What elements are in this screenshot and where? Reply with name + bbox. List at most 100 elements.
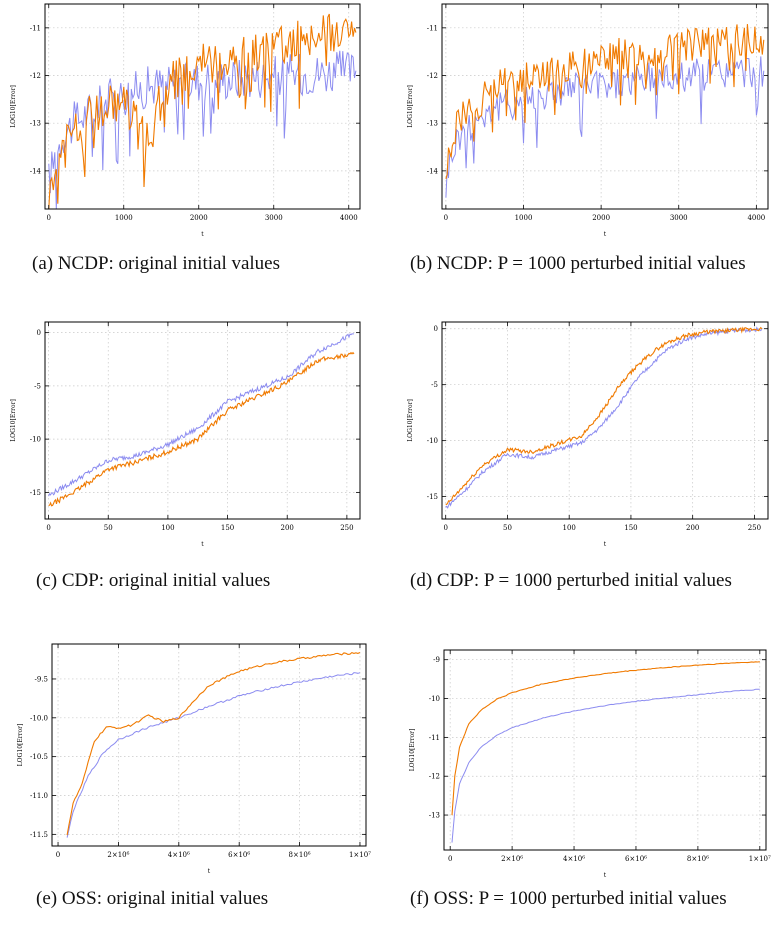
x-tick-label: 2000 [592, 214, 610, 222]
series-line-blue [48, 333, 355, 497]
y-tick-label: -12 [427, 72, 438, 80]
figure-c: 0 50 100 150 200 250 -15 -10 -5 0 t LOG10[Error] [0, 318, 361, 618]
x-tick-label: 50 [104, 524, 113, 532]
chart-f: 0 2×10⁶ 4×10⁶ 6×10⁶ 8×10⁶ 1×10⁷ -13 -12 -11 -10 -9… [409, 649, 771, 879]
series-line-orange [48, 351, 355, 507]
x-tick-label: 200 [686, 524, 699, 532]
y-tick-label: -10 [30, 436, 41, 444]
figure-e: 0 2×10⁶ 4×10⁶ 6×10⁶ 8×10⁶ 1×10⁷ -11.5 -11.0 -10.… [0, 640, 371, 940]
figure-d: 0 50 100 150 200 250 -15 -10 -5 0 t LOG10[Error] [398, 318, 769, 618]
x-tick-label: 6×10⁶ [625, 855, 647, 863]
series-line-blue [445, 326, 763, 509]
y-axis-label: LOG10[Error] [17, 724, 24, 767]
plot-frame [44, 3, 361, 210]
x-tick-label: 4000 [747, 214, 765, 222]
y-tick-label: -5 [34, 382, 41, 390]
y-tick-label: -13 [427, 120, 438, 128]
x-tick-label: 250 [340, 524, 353, 532]
y-axis-label: LOG10[Error] [409, 729, 416, 772]
x-tick-label: 0 [444, 214, 448, 222]
y-tick-label: -9.5 [35, 675, 49, 683]
y-axis-label: LOG10[Error] [407, 85, 414, 128]
y-tick-label: -10.0 [30, 714, 48, 722]
x-tick-label: 0 [46, 524, 50, 532]
y-tick-label: -12 [30, 72, 41, 80]
x-axis-label: t [604, 541, 607, 548]
y-tick-label: -13 [429, 812, 440, 820]
x-axis-label: t [208, 868, 211, 875]
x-tick-label: 4×10⁶ [563, 855, 585, 863]
y-tick-label: -10.5 [30, 753, 48, 761]
y-axis-label: LOG10[Error] [407, 399, 414, 442]
figure-b: 0 1000 2000 3000 4000 -14 -13 -12 -11 t LOG10[Erro… [398, 0, 769, 300]
x-tick-label: 0 [448, 855, 452, 863]
caption-a: (a) NCDP: original initial values [32, 253, 281, 274]
chart-d: 0 50 100 150 200 250 -15 -10 -5 0 t LOG10[Error] [407, 321, 769, 548]
caption-b: (b) NCDP: P = 1000 perturbed initial val… [410, 253, 746, 274]
x-tick-label: 250 [748, 524, 761, 532]
chart-b: 0 1000 2000 3000 4000 -14 -13 -12 -11 t LOG10[Erro… [407, 3, 769, 238]
y-tick-label: -12 [429, 773, 440, 781]
y-tick-label: -11.0 [30, 792, 48, 800]
y-tick-label: -11 [30, 24, 41, 32]
x-tick-label: 4×10⁶ [168, 851, 190, 859]
x-tick-label: 100 [563, 524, 576, 532]
x-tick-label: 3000 [265, 214, 283, 222]
y-tick-label: -5 [431, 381, 438, 389]
series-line-orange [48, 13, 357, 209]
x-axis-label: t [604, 231, 607, 238]
x-tick-label: 0 [443, 524, 447, 532]
y-tick-label: -11 [427, 24, 438, 32]
x-axis-label: t [201, 541, 204, 548]
caption-e: (e) OSS: original initial values [36, 888, 269, 909]
series-line-orange [445, 24, 765, 179]
y-tick-label: 0 [434, 325, 438, 333]
y-tick-label: -11.5 [30, 831, 48, 839]
plot-frame [441, 3, 769, 210]
figure-a: 0 1000 2000 3000 4000 -14 -13 -12 -11 t LOG10[Erro… [0, 0, 361, 300]
y-tick-label: -10 [427, 437, 438, 445]
x-tick-label: 50 [503, 524, 512, 532]
plot-frame [44, 321, 361, 520]
x-tick-label: 8×10⁶ [687, 855, 709, 863]
x-tick-label: 150 [624, 524, 637, 532]
y-tick-label: -9 [433, 656, 440, 664]
x-axis-label: t [604, 872, 607, 879]
y-tick-label: -10 [429, 695, 440, 703]
plot-frame [441, 321, 769, 520]
series-line-blue [445, 56, 765, 198]
caption-f: (f) OSS: P = 1000 perturbed initial valu… [410, 888, 727, 909]
chart-a: 0 1000 2000 3000 4000 -14 -13 -12 -11 t LOG10[Erro… [10, 3, 361, 238]
y-axis-label: LOG10[Error] [10, 399, 17, 442]
x-tick-label: 8×10⁶ [289, 851, 311, 859]
series-line-blue [66, 672, 361, 838]
x-axis-label: t [201, 231, 204, 238]
x-tick-label: 1×10⁷ [349, 851, 371, 859]
x-tick-label: 100 [161, 524, 174, 532]
series-line-blue [48, 50, 357, 210]
x-tick-label: 2×10⁶ [501, 855, 523, 863]
y-axis-label: LOG10[Error] [10, 85, 17, 128]
x-tick-label: 0 [47, 214, 51, 222]
chart-e: 0 2×10⁶ 4×10⁶ 6×10⁶ 8×10⁶ 1×10⁷ -11.5 -11.0 -10.… [17, 643, 371, 875]
x-tick-label: 150 [221, 524, 234, 532]
x-tick-label: 1000 [115, 214, 133, 222]
x-tick-label: 0 [56, 851, 60, 859]
y-tick-label: 0 [37, 329, 41, 337]
figure-f: 0 2×10⁶ 4×10⁶ 6×10⁶ 8×10⁶ 1×10⁷ -13 -12 -11 -10 -9… [398, 640, 771, 940]
y-tick-label: -15 [427, 493, 438, 501]
plot-frame [51, 643, 367, 847]
y-tick-label: -14 [427, 167, 439, 175]
series-line-orange [445, 326, 763, 506]
x-tick-label: 1000 [515, 214, 533, 222]
series-line-orange [66, 651, 361, 836]
x-tick-label: 4000 [340, 214, 358, 222]
x-tick-label: 3000 [670, 214, 688, 222]
series-line-blue [451, 688, 760, 843]
plot-frame [443, 649, 767, 851]
x-tick-label: 1×10⁷ [749, 855, 771, 863]
x-tick-label: 2×10⁶ [107, 851, 129, 859]
y-tick-label: -14 [30, 167, 42, 175]
x-tick-label: 6×10⁶ [228, 851, 250, 859]
caption-d: (d) CDP: P = 1000 perturbed initial valu… [410, 570, 732, 591]
